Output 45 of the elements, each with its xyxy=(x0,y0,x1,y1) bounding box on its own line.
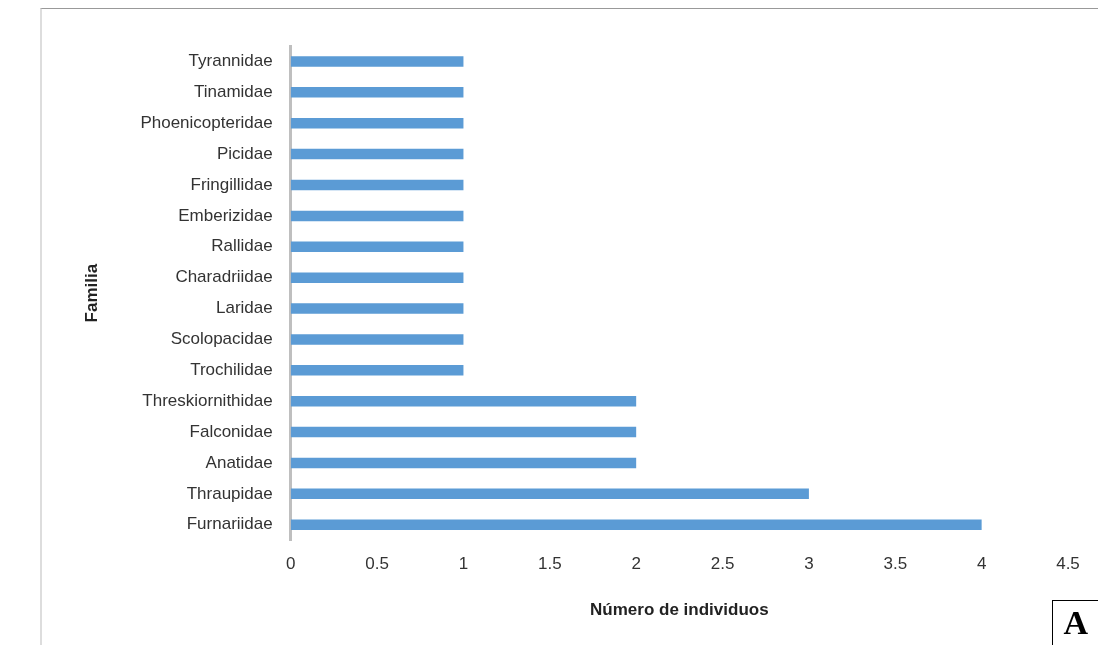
bar xyxy=(290,303,464,314)
x-tick-label: 2 xyxy=(631,554,641,574)
bar xyxy=(290,117,464,129)
x-tick-label: 0 xyxy=(285,554,296,574)
x-tick-label: 1.5 xyxy=(537,554,562,574)
bar xyxy=(290,241,464,253)
y-tick-label: Tyrannidae xyxy=(188,51,273,71)
y-tick-label: Rallidae xyxy=(211,236,273,256)
x-tick-label: 1 xyxy=(458,554,469,574)
y-tick-label: Trochilidae xyxy=(190,360,273,380)
y-tick-label: Charadriidae xyxy=(175,267,273,287)
x-tick-label: 4.5 xyxy=(1056,554,1080,574)
y-tick-label: Falconidae xyxy=(189,421,273,441)
bar xyxy=(290,334,464,345)
x-tick-label: 2.5 xyxy=(710,554,735,574)
x-tick-label: 4 xyxy=(976,554,987,574)
bar xyxy=(290,272,464,283)
x-tick-label: 3.5 xyxy=(883,554,908,574)
y-tick-label: Tinamidae xyxy=(193,82,273,102)
y-tick-label: Scolopacidae xyxy=(170,329,273,349)
bar xyxy=(290,519,982,531)
bar xyxy=(290,87,464,98)
y-tick-label: Phoenicopteridae xyxy=(140,112,273,132)
y-tick-label: Emberizidae xyxy=(178,205,273,225)
bar xyxy=(290,395,637,407)
bar xyxy=(290,179,464,191)
bar xyxy=(290,457,637,469)
bar xyxy=(290,56,464,67)
y-tick-label: Fringillidae xyxy=(190,174,273,194)
y-tick-label: Furnariidae xyxy=(186,514,273,534)
text: A xyxy=(1052,600,1098,645)
y-tick-label: Picidae xyxy=(216,143,273,163)
bar xyxy=(290,426,637,438)
x-tick-label: 0.5 xyxy=(365,554,389,574)
y-tick-label: Anatidae xyxy=(205,452,273,472)
y-tick-label: Laridae xyxy=(216,298,273,318)
x-axis-title: Número de individuos xyxy=(590,600,769,620)
bar xyxy=(290,210,464,222)
bar xyxy=(290,365,464,376)
y-axis-title: Familia xyxy=(81,263,101,323)
y-tick-label: Threskiornithidae xyxy=(142,390,273,410)
x-tick-label: 3 xyxy=(804,554,814,574)
bar xyxy=(290,148,464,160)
y-tick-label: Thraupidae xyxy=(186,483,273,503)
bar xyxy=(290,488,809,500)
